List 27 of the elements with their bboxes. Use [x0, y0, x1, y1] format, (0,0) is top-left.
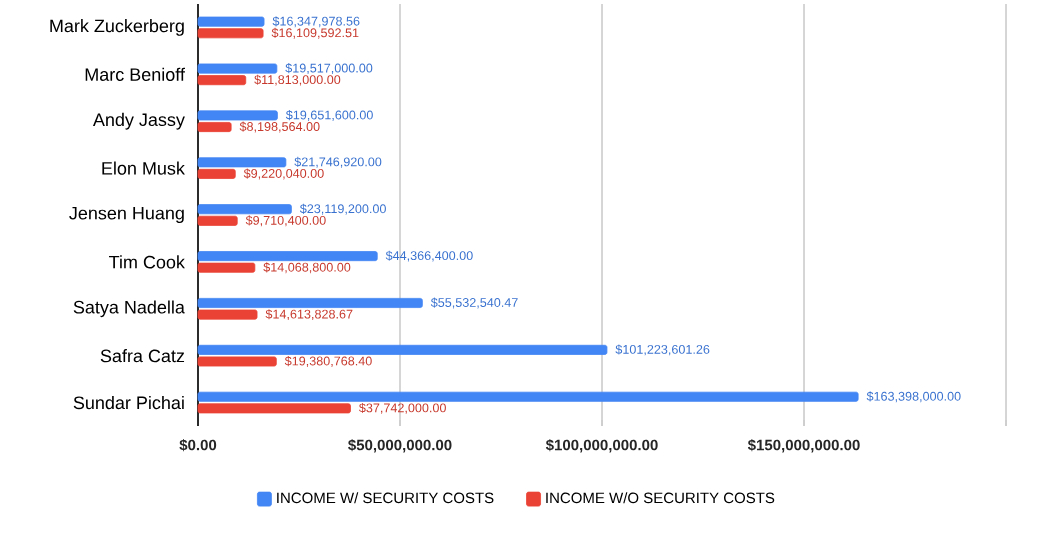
bar — [197, 28, 264, 39]
bar — [197, 356, 277, 367]
bar — [197, 403, 351, 414]
bar — [197, 204, 292, 215]
y-tick-label: Sundar Pichai — [73, 395, 184, 410]
bar — [197, 110, 278, 121]
bar — [197, 309, 258, 320]
y-tick-label: Safra Catz — [100, 349, 185, 363]
bar — [197, 63, 278, 74]
bar — [197, 251, 378, 262]
y-tick-label: Tim Cook — [109, 255, 185, 269]
y-tick-label: Marc Benioff — [85, 67, 185, 81]
bar — [197, 215, 238, 226]
bar — [197, 157, 287, 168]
bar — [197, 16, 265, 27]
y-tick-label: Mark Zuckerberg — [50, 19, 184, 36]
y-tick-label: Jensen Huang — [69, 206, 184, 224]
bar — [197, 262, 256, 273]
bar — [197, 168, 236, 179]
bar — [197, 122, 232, 133]
bar — [197, 344, 608, 355]
bar — [197, 297, 423, 308]
y-tick-label: Andy Jassy — [92, 112, 185, 130]
y-tick-label: Satya Nadella — [73, 300, 185, 318]
y-tick-label: Elon Musk — [102, 161, 185, 175]
bar — [197, 75, 247, 86]
bar — [197, 391, 859, 402]
